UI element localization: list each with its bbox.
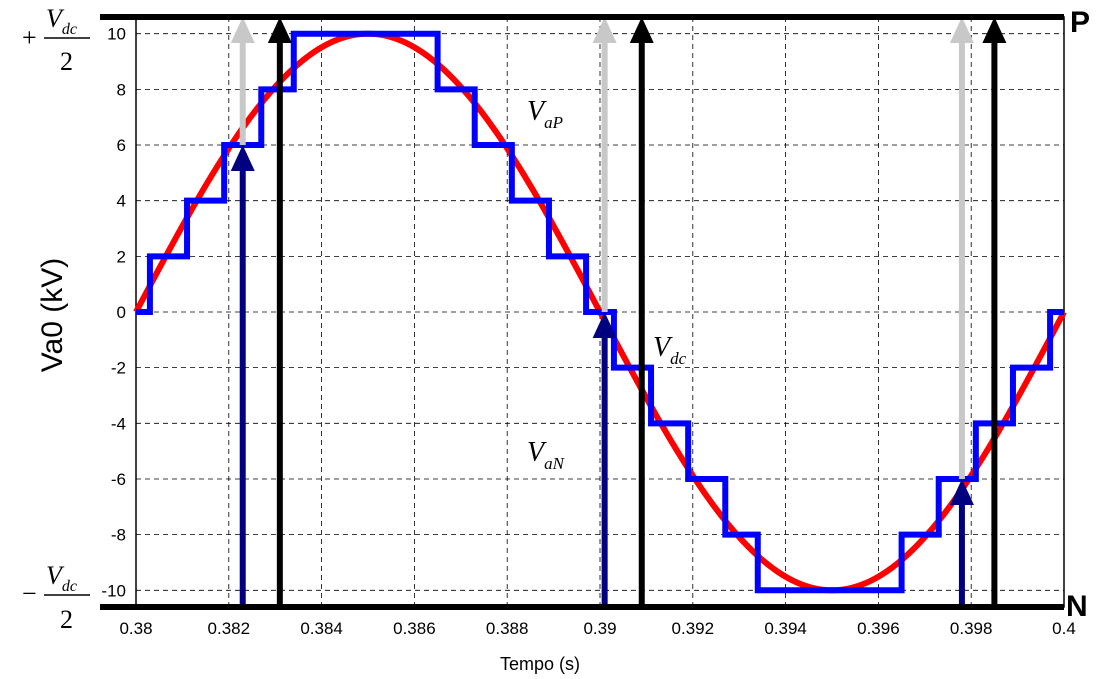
- x-tick-label: 0.392: [672, 619, 715, 638]
- x-tick-label: 0.382: [208, 619, 251, 638]
- y-tick-label: 6: [117, 136, 126, 155]
- x-tick-label: 0.394: [764, 619, 807, 638]
- y-tick-label: -6: [111, 470, 126, 489]
- arrow-van: [949, 478, 974, 607]
- x-axis-label: Tempo (s): [500, 654, 580, 674]
- bus-label-p: P: [1070, 6, 1090, 39]
- y-tick-label: -10: [101, 581, 126, 600]
- svg-text:Vdc: Vdc: [46, 4, 77, 38]
- y-tick-label: 10: [107, 25, 126, 44]
- y-tick-label: 8: [117, 80, 126, 99]
- svg-text:−: −: [22, 579, 37, 608]
- annotation-vdc: Vdc: [653, 332, 687, 368]
- annotation-bottom-level: − Vdc 2: [22, 561, 90, 634]
- svg-text:+: +: [22, 23, 37, 52]
- x-tick-label: 0.39: [583, 619, 616, 638]
- grid: [136, 17, 1064, 607]
- x-tick-label: 0.396: [857, 619, 900, 638]
- arrows: [230, 17, 1007, 607]
- x-tick-label: 0.384: [300, 619, 343, 638]
- y-tick-label: -2: [111, 359, 126, 378]
- x-tick-label: 0.38: [119, 619, 152, 638]
- arrow-vap: [949, 17, 974, 479]
- x-tick-label: 0.398: [950, 619, 993, 638]
- annotation-vap: VaP: [527, 96, 563, 132]
- arrow-vdc: [267, 17, 292, 607]
- y-tick-label: 4: [117, 192, 126, 211]
- tick-labels: 0.38 0.382 0.384 0.386 0.388 0.39 0.392 0.394 0.…: [101, 25, 1075, 638]
- y-tick-label: -4: [111, 414, 126, 433]
- arrow-vap: [592, 17, 617, 312]
- arrow-vdc: [982, 17, 1007, 607]
- x-tick-label: 0.388: [486, 619, 529, 638]
- annotation-top-level: + Vdc 2: [22, 4, 90, 76]
- y-tick-label: 0: [117, 303, 126, 322]
- y-tick-label: 2: [117, 247, 126, 266]
- y-tick-label: -8: [111, 526, 126, 545]
- arrow-van: [592, 312, 617, 607]
- arrow-vap: [230, 17, 255, 146]
- x-tick-label: 0.386: [393, 619, 436, 638]
- bus-label-n: N: [1066, 590, 1088, 623]
- arrow-van: [230, 145, 255, 607]
- svg-text:Vdc: Vdc: [46, 561, 77, 595]
- svg-text:2: 2: [60, 47, 73, 76]
- arrow-vdc: [629, 17, 654, 607]
- annotation-van: VaN: [527, 437, 566, 473]
- x-tick-label: 0.4: [1052, 619, 1076, 638]
- y-axis-label: Va0 (kV): [36, 258, 69, 372]
- svg-text:2: 2: [60, 605, 73, 634]
- series-line-staircase: [136, 30, 1064, 594]
